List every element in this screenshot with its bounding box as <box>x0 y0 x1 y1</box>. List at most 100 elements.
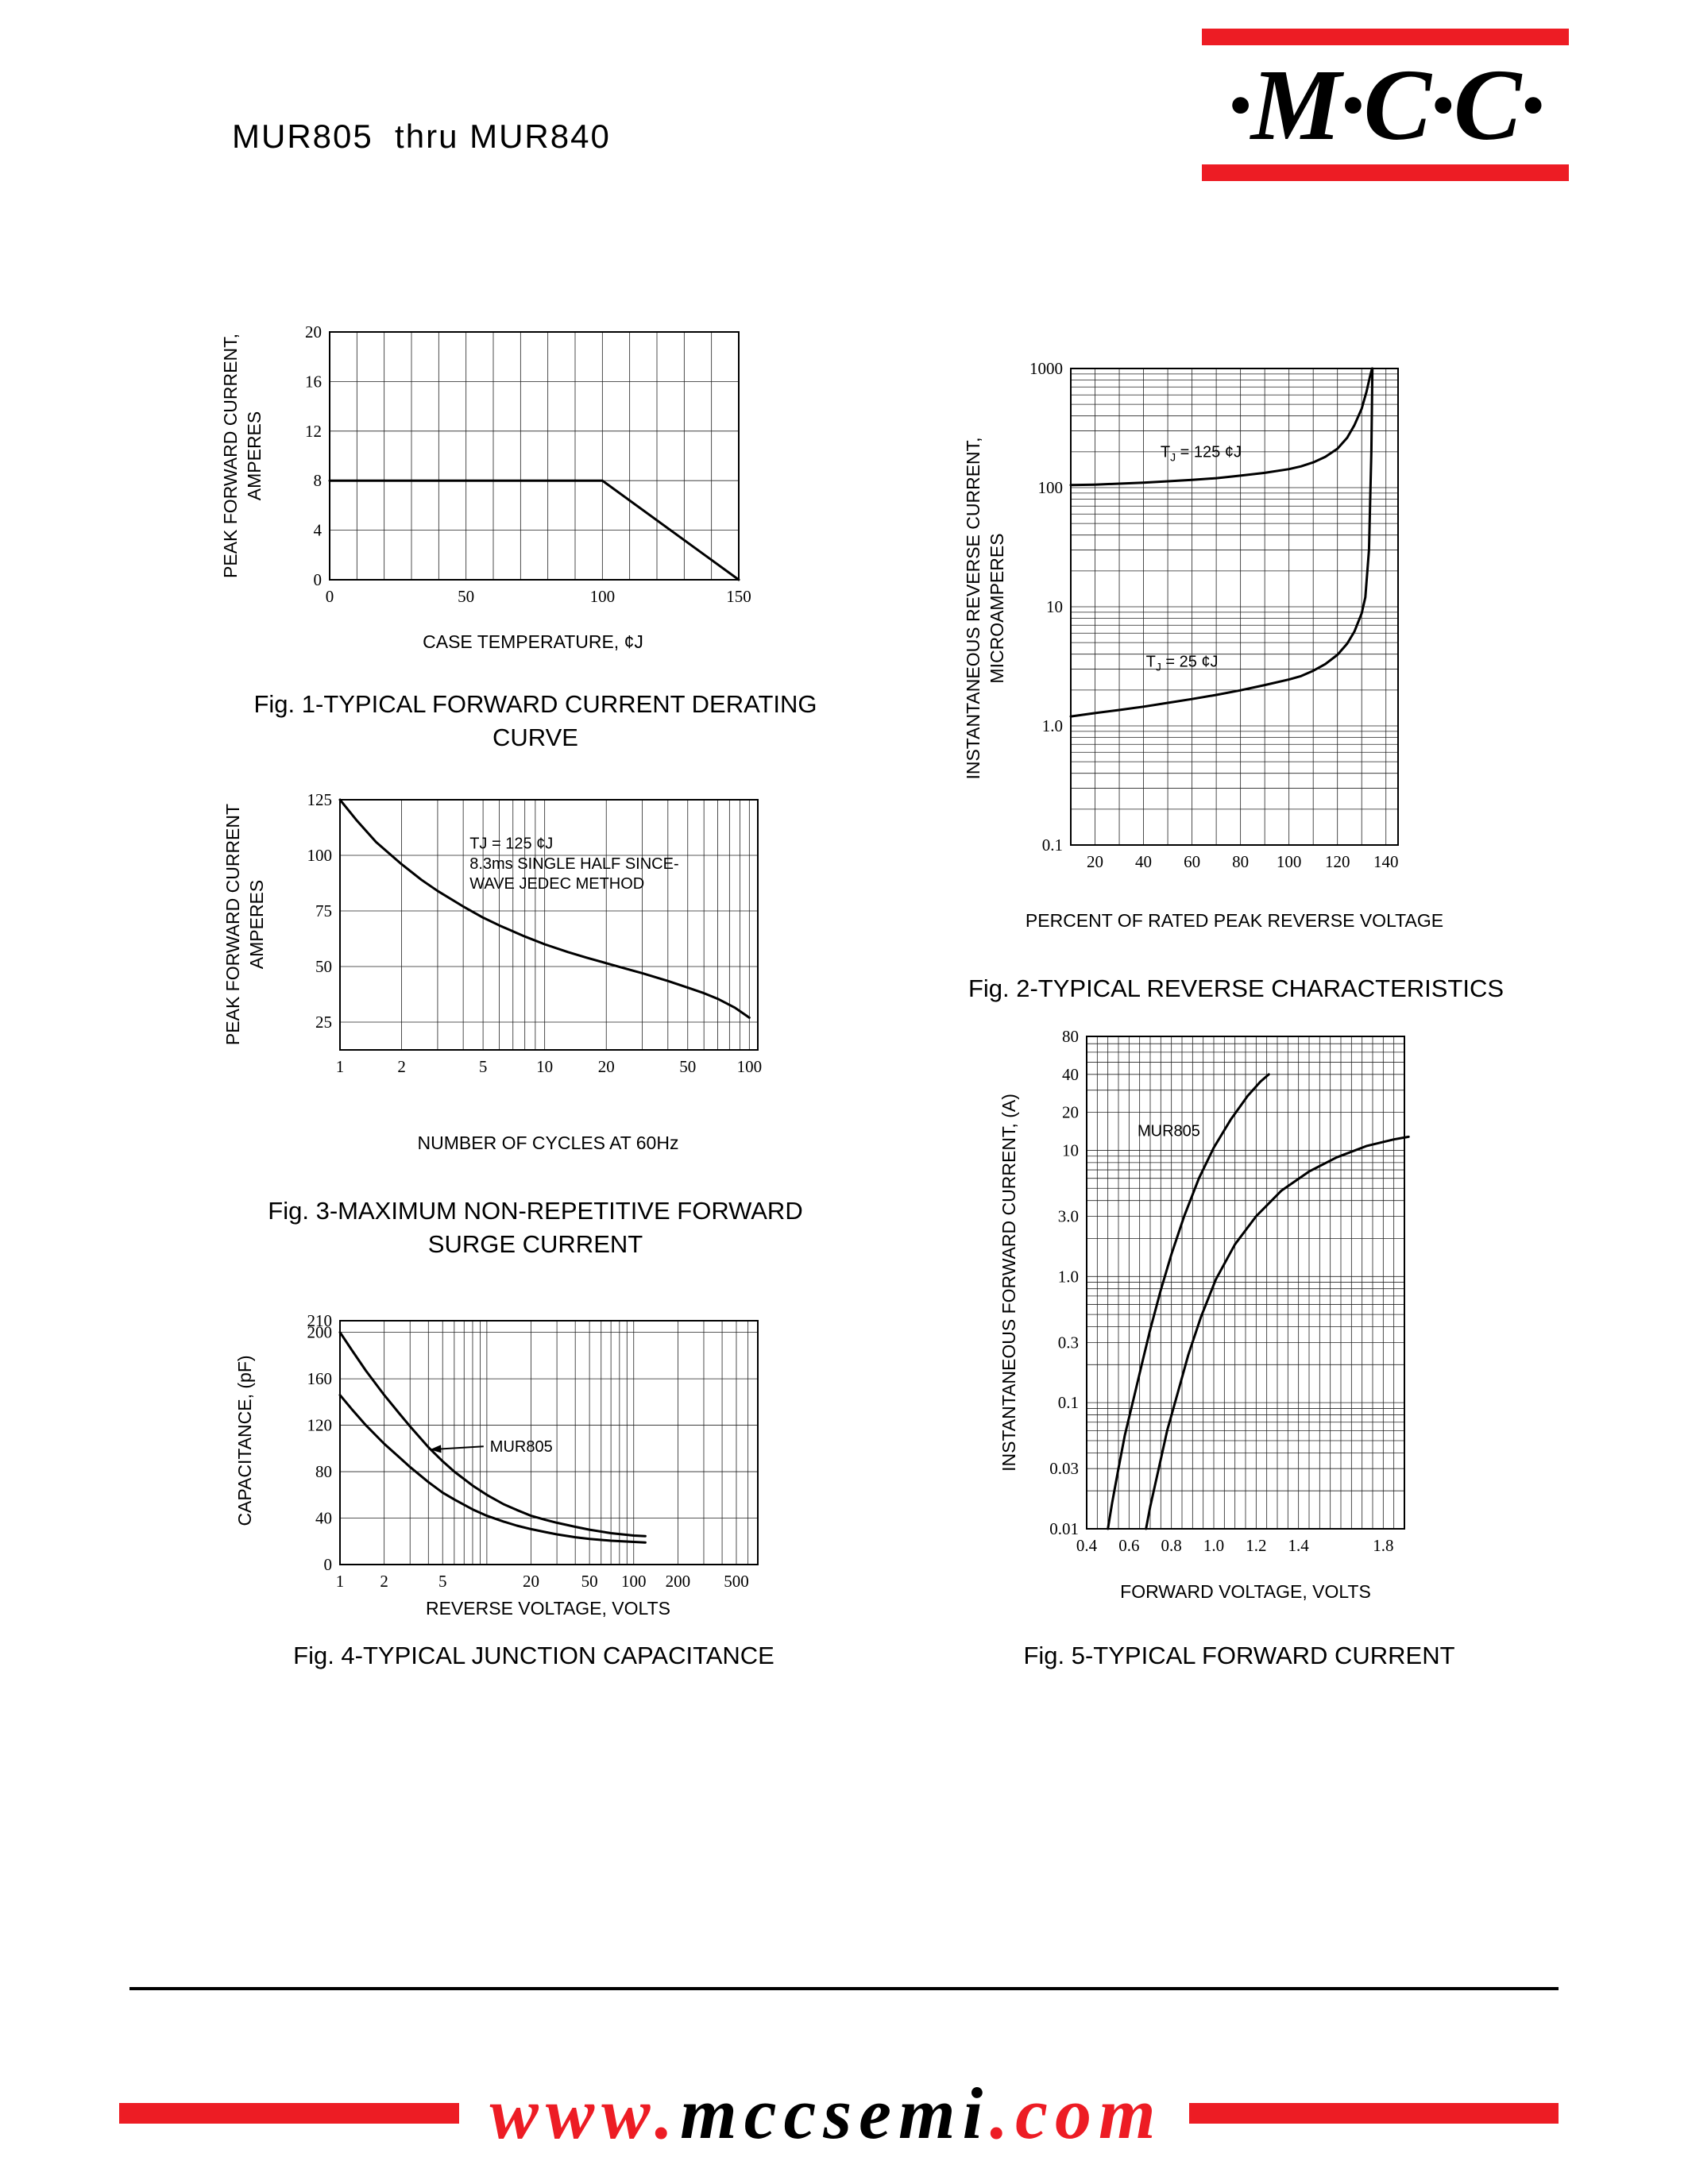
svg-text:4: 4 <box>314 521 323 540</box>
svg-text:TJ = 125 ¢J: TJ = 125 ¢J <box>469 835 553 853</box>
svg-text:1.2: 1.2 <box>1246 1536 1266 1555</box>
svg-text:0.1: 0.1 <box>1058 1393 1079 1412</box>
svg-text:200: 200 <box>666 1572 691 1591</box>
svg-text:1.0: 1.0 <box>1058 1267 1079 1286</box>
svg-text:5: 5 <box>479 1057 488 1076</box>
fig3-x-axis-label: NUMBER OF CYCLES AT 60Hz <box>417 1133 679 1153</box>
fig4-caption: Fig. 4-TYPICAL JUNCTION CAPACITANCE <box>293 1639 774 1673</box>
svg-text:120: 120 <box>1325 852 1350 871</box>
fig1-y-axis-label-line1: PEAK FORWARD CURRENT, <box>220 334 241 578</box>
svg-text:100: 100 <box>307 846 333 865</box>
svg-text:80: 80 <box>1062 1027 1079 1046</box>
fig1-caption-line2: CURVE <box>492 723 578 751</box>
fig3-y-axis-label-line2: AMPERES <box>246 879 267 970</box>
svg-text:5: 5 <box>438 1572 447 1591</box>
mcc-logo: ·M·C·C· <box>1202 29 1569 181</box>
svg-text:50: 50 <box>581 1572 598 1591</box>
fig3-caption: Fig. 3-MAXIMUM NON-REPETITIVE FORWARD SU… <box>268 1194 802 1261</box>
svg-text:500: 500 <box>724 1572 749 1591</box>
svg-text:2: 2 <box>380 1572 388 1591</box>
footer-url-domain: mccsemi <box>680 2073 991 2154</box>
svg-text:50: 50 <box>458 587 474 606</box>
footer-divider <box>129 1987 1559 1990</box>
page-title: MUR805 thru MUR840 <box>232 118 611 155</box>
fig3-caption-line2: SURGE CURRENT <box>427 1230 643 1258</box>
svg-text:0.01: 0.01 <box>1049 1519 1079 1538</box>
footer-left-bar <box>119 2103 459 2124</box>
fig2-y-axis-label: INSTANTANEOUS REVERSE CURRENT, MICROAMPE… <box>961 437 1009 779</box>
svg-text:0.3: 0.3 <box>1058 1333 1079 1352</box>
fig1-y-axis-label-line2: AMPERES <box>244 411 265 501</box>
svg-text:1.0: 1.0 <box>1042 716 1063 735</box>
fig2-y-axis-label-line1: INSTANTANEOUS REVERSE CURRENT, <box>963 437 983 780</box>
svg-text:20: 20 <box>523 1572 539 1591</box>
svg-text:80: 80 <box>315 1462 332 1481</box>
logo-text: ·M·C·C· <box>1226 48 1546 161</box>
svg-text:40: 40 <box>1135 852 1152 871</box>
fig4-caption-line1: Fig. 4-TYPICAL JUNCTION CAPACITANCE <box>293 1642 774 1669</box>
svg-text:60: 60 <box>1184 852 1200 871</box>
logo-bottom-bar <box>1202 164 1569 181</box>
svg-text:140: 140 <box>1373 852 1399 871</box>
svg-text:0.1: 0.1 <box>1042 835 1063 855</box>
svg-text:20: 20 <box>598 1057 615 1076</box>
fig1-caption: Fig. 1-TYPICAL FORWARD CURRENT DERATING … <box>253 688 817 754</box>
fig1-plot: 0 50 100 150 20 16 12 8 4 0 <box>305 322 751 606</box>
svg-text:0.4: 0.4 <box>1076 1536 1098 1555</box>
svg-text:TJ = 125 ¢J: TJ = 125 ¢J <box>1161 444 1242 464</box>
svg-text:12: 12 <box>305 422 322 441</box>
svg-text:0: 0 <box>314 570 323 589</box>
svg-text:125: 125 <box>307 790 333 809</box>
fig3-y-axis-label-line1: PEAK FORWARD CURRENT <box>222 803 243 1046</box>
svg-text:210: 210 <box>307 1311 333 1330</box>
fig5-caption-line1: Fig. 5-TYPICAL FORWARD CURRENT <box>1023 1642 1455 1669</box>
svg-text:16: 16 <box>305 372 322 391</box>
svg-text:0.03: 0.03 <box>1049 1459 1079 1478</box>
svg-text:10: 10 <box>1046 597 1063 616</box>
svg-text:1000: 1000 <box>1029 359 1063 378</box>
svg-text:150: 150 <box>726 587 751 606</box>
svg-text:1.8: 1.8 <box>1373 1536 1393 1555</box>
svg-text:MUR805: MUR805 <box>490 1438 553 1456</box>
svg-text:200: 200 <box>307 1323 333 1342</box>
fig5-y-axis-label: INSTANTANEOUS FORWARD CURRENT, (A) <box>997 1094 1021 1472</box>
fig2-caption: Fig. 2-TYPICAL REVERSE CHARACTERISTICS <box>968 972 1504 1005</box>
svg-text:TJ = 25 ¢J: TJ = 25 ¢J <box>1146 653 1219 673</box>
svg-text:100: 100 <box>1277 852 1302 871</box>
svg-text:40: 40 <box>1062 1065 1079 1084</box>
svg-text:0.6: 0.6 <box>1118 1536 1139 1555</box>
svg-text:MUR805: MUR805 <box>1138 1122 1200 1140</box>
svg-text:20: 20 <box>1062 1103 1079 1122</box>
svg-text:50: 50 <box>679 1057 696 1076</box>
svg-text:25: 25 <box>315 1013 332 1032</box>
svg-text:1.0: 1.0 <box>1203 1536 1224 1555</box>
svg-text:80: 80 <box>1232 852 1249 871</box>
fig4-y-axis-label: CAPACITANCE, (pF) <box>233 1355 257 1526</box>
svg-text:100: 100 <box>621 1572 647 1591</box>
svg-text:1.4: 1.4 <box>1288 1536 1310 1555</box>
fig1-caption-line1: Fig. 1-TYPICAL FORWARD CURRENT DERATING <box>253 690 817 718</box>
footer-url-www: www. <box>489 2073 681 2154</box>
svg-text:2: 2 <box>397 1057 406 1076</box>
fig3-y-axis-label: PEAK FORWARD CURRENT AMPERES <box>221 804 268 1045</box>
svg-text:160: 160 <box>307 1369 333 1388</box>
svg-text:75: 75 <box>315 901 332 920</box>
svg-text:1: 1 <box>336 1057 345 1076</box>
fig4-y-axis-label-line1: CAPACITANCE, (pF) <box>234 1355 255 1526</box>
svg-text:0: 0 <box>326 587 334 606</box>
fig3-caption-line1: Fig. 3-MAXIMUM NON-REPETITIVE FORWARD <box>268 1197 803 1225</box>
svg-text:100: 100 <box>590 587 616 606</box>
fig1-x-axis-label: CASE TEMPERATURE, ¢J <box>423 631 643 652</box>
svg-text:1: 1 <box>336 1572 345 1591</box>
svg-text:100: 100 <box>1038 478 1064 497</box>
fig2-plot: 20 40 60 80 100 120 140 1000 100 10 1.0 0.1 TJ = 125… <box>1029 359 1399 871</box>
svg-text:3.0: 3.0 <box>1058 1207 1079 1226</box>
svg-text:8: 8 <box>314 471 323 490</box>
svg-text:50: 50 <box>315 957 332 976</box>
fig1-y-axis-label: PEAK FORWARD CURRENT, AMPERES <box>218 334 266 578</box>
svg-text:100: 100 <box>737 1057 763 1076</box>
logo-top-bar <box>1202 29 1569 45</box>
